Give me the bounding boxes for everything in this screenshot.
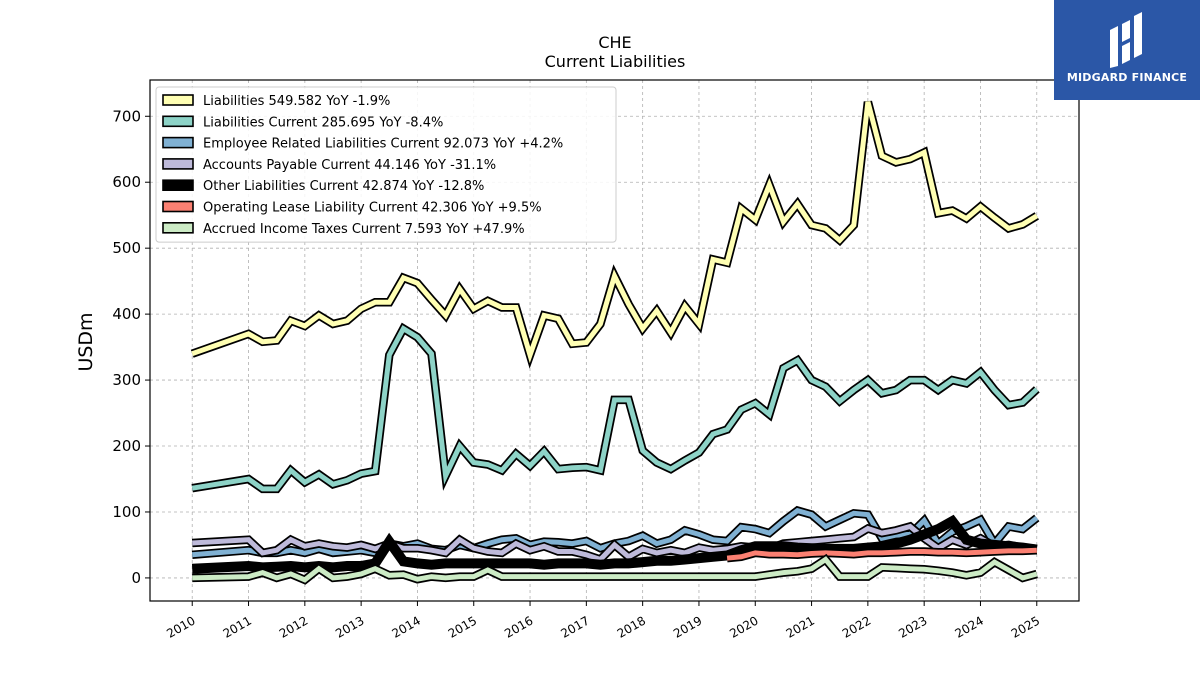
x-tick-label: 2016: [502, 613, 535, 640]
x-tick-label: 2017: [558, 613, 591, 640]
series-line-5: [726, 547, 1037, 561]
legend-box: [155, 86, 617, 243]
series-line-6: [192, 556, 1038, 583]
x-tick-label: 2011: [221, 613, 254, 640]
x-tick-label: 2012: [277, 613, 310, 640]
y-tick-label: 500: [112, 239, 141, 257]
x-tick-label: 2024: [953, 613, 986, 640]
legend-swatch: [162, 94, 194, 106]
x-tick-label: 2010: [164, 613, 197, 640]
x-tick-label: 2013: [333, 613, 366, 640]
x-tick-label: 2018: [615, 613, 648, 640]
y-tick-label: 100: [112, 503, 141, 521]
y-tick-label: 600: [112, 173, 141, 191]
y-axis-label: USDm: [75, 312, 97, 371]
series-line-0: [191, 101, 1039, 364]
series-lines: [190, 100, 1040, 585]
x-tick-label: 2023: [896, 613, 929, 640]
legend-entry: Liabilities Current 285.695 YoY -8.4%: [203, 115, 443, 130]
y-tick-label: 200: [112, 437, 141, 455]
brand-name: MIDGARD FINANCE: [1066, 71, 1188, 84]
legend: Liabilities 549.582 YoY -1.9% Liabilities…: [155, 86, 617, 243]
y-tick-label: 700: [112, 107, 141, 125]
x-tick-label: 2019: [671, 613, 704, 640]
x-tick-label: 2025: [1009, 613, 1042, 640]
y-tick-label: 300: [112, 371, 141, 389]
series-line-3: [192, 523, 1038, 563]
x-tick-label: 2022: [840, 613, 873, 640]
legend-entry: Employee Related Liabilities Current 92.…: [203, 137, 563, 152]
brand-logo: MIDGARD FINANCE: [1054, 0, 1200, 100]
plot-frame: [149, 79, 1080, 602]
legend-entry: Accrued Income Taxes Current 7.593 YoY +…: [203, 222, 525, 237]
legend-entry: Liabilities 549.582 YoY -1.9%: [203, 94, 390, 109]
brand-logo-icon: [1110, 12, 1142, 68]
x-tick-label: 2014: [389, 613, 422, 640]
legend-swatch: [162, 115, 194, 128]
legend-swatch: [162, 179, 194, 191]
x-tick-label: 2021: [784, 613, 817, 640]
series-line-1: [191, 325, 1039, 492]
legend-entry: Operating Lease Liability Current 42.306…: [203, 201, 542, 216]
y-tick-label: 400: [112, 305, 141, 323]
series-outline-4: [191, 514, 1038, 574]
x-tick-label: 2015: [446, 613, 479, 640]
chart-title-line1: CHE: [598, 33, 631, 52]
y-tick-label: 0: [131, 569, 141, 587]
legend-swatch: [162, 200, 194, 213]
legend-swatch: [162, 136, 194, 149]
legend-swatch: [162, 158, 194, 170]
x-tick-label: 2020: [727, 613, 760, 640]
legend-entry: Other Liabilities Current 42.874 YoY -12…: [203, 179, 484, 194]
chart-title-line2: Current Liabilities: [545, 52, 686, 71]
series-line-2: [191, 507, 1039, 558]
legend-swatch: [162, 222, 194, 234]
legend-entry: Accounts Payable Current 44.146 YoY -31.…: [203, 158, 496, 173]
